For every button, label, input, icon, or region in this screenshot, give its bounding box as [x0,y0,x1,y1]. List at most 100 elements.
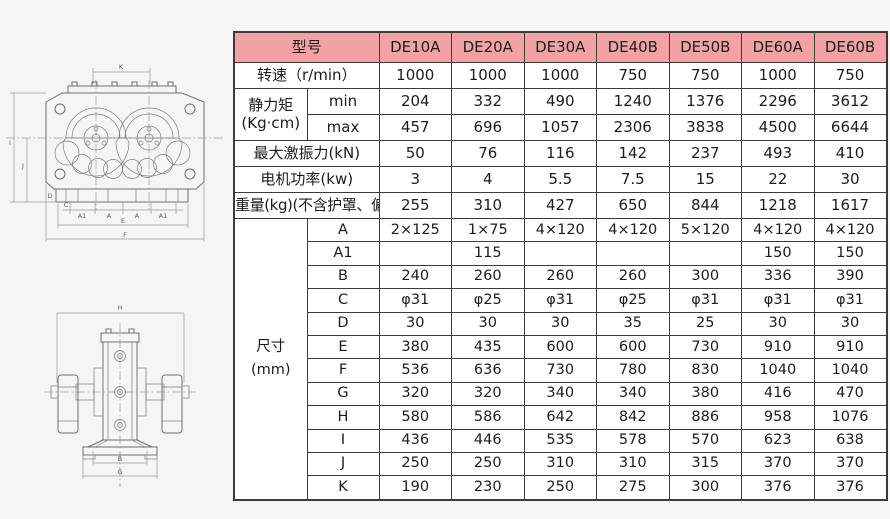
value-cell: 310 [523,451,598,477]
value-cell: 1000 [523,62,598,89]
value-cell: 4×120 [596,217,670,243]
dim-letter-cell: D [306,311,380,336]
value-cell: 2306 [596,114,670,141]
dimensions-label-line1: 尺寸 [256,339,286,356]
dim-row-k: K 190 230 250 275 300 376 376 [234,475,888,501]
value-cell: 275 [596,475,670,501]
value-cell: 6644 [813,114,888,141]
value-cell: 650 [596,192,670,219]
value-cell: 390 [813,264,888,290]
max-force-row: 最大激振力(kN) 50 76 116 142 237 493 410 [233,140,888,167]
value-cell: 150 [741,241,815,266]
dim-label-g: G [117,468,122,476]
value-cell: 230 [451,475,525,501]
value-cell: 1040 [741,358,815,383]
model-header-cell: DE40B [596,31,670,63]
static-moment-label-line2: (Kg·cm) [241,113,301,132]
value-cell: 535 [523,428,598,453]
dim-label-a1-right: A1 [159,212,168,220]
value-cell: 1000 [378,62,453,89]
value-cell: 25 [668,311,743,336]
value-cell: 370 [813,451,888,477]
model-header-cell: DE60B [813,31,888,63]
value-cell: 300 [668,475,743,501]
dim-letter-cell: G [306,381,380,407]
dim-row-f: F 536 636 730 780 830 1040 1040 [234,358,888,383]
value-cell: 446 [451,428,525,453]
spec-table: 型号 DE10A DE20A DE30A DE40B DE50B DE60A DE60B 转… [233,31,888,501]
value-cell: 3838 [668,114,743,141]
dim-label-b: B [118,455,122,463]
value-cell [596,241,670,266]
value-cell: 30 [813,311,888,336]
value-cell: 310 [596,451,670,477]
value-cell: 730 [668,334,743,360]
value-cell: 580 [378,405,453,430]
dim-letter-cell: E [306,334,380,360]
dim-label-f: F [123,231,127,239]
value-cell: 30 [741,311,815,336]
dim-letter-cell: B [306,264,380,290]
dim-row-e: E 380 435 600 600 730 910 910 [234,334,888,360]
value-cell: 30 [451,311,525,336]
value-cell: 116 [523,140,598,167]
value-cell: 578 [596,428,670,453]
dim-label-j: J [21,162,24,170]
dim-label-k: K [119,63,124,71]
value-cell: 1040 [813,358,888,383]
value-cell: 436 [378,428,453,453]
value-cell: 1057 [523,114,598,141]
value-cell: 600 [596,334,670,360]
value-cell: 844 [668,192,743,219]
value-cell: 842 [596,405,670,430]
value-cell: 570 [668,428,743,453]
value-cell: φ31 [378,288,453,313]
value-cell: 255 [378,192,453,219]
value-cell: 416 [741,381,815,407]
value-cell: 320 [451,381,525,407]
static-moment-label-cell: 静力矩 (Kg·cm) [233,88,308,141]
dim-label-i: I [9,139,11,147]
value-cell: 886 [668,405,743,430]
dim-label-c: C [64,201,69,209]
value-cell: 750 [596,62,670,89]
speed-label-cell: 转速（r/min） [233,62,380,89]
value-cell: 910 [813,334,888,360]
value-cell: 1218 [741,192,815,219]
dim-letter-cell: A1 [306,241,380,266]
dim-row-i: I 436 446 535 578 570 623 638 [234,428,888,453]
value-cell: 35 [596,311,670,336]
value-cell: 536 [378,358,453,383]
value-cell: 1×75 [451,217,525,243]
value-cell: φ25 [596,288,670,313]
dim-letter-cell: I [306,428,380,453]
value-cell: 470 [813,381,888,407]
dim-label-a-left: A [107,212,112,220]
value-cell: 332 [451,88,525,115]
value-cell: 750 [668,62,743,89]
value-cell: 457 [378,114,453,141]
value-cell: 636 [451,358,525,383]
value-cell: 250 [378,451,453,477]
value-cell: 30 [523,311,598,336]
dim-row-j: J 250 250 310 310 315 370 370 [234,451,888,477]
value-cell: 260 [451,264,525,290]
value-cell: 315 [668,451,743,477]
value-cell: 830 [668,358,743,383]
top-view-svg: K [6,63,224,242]
value-cell: 435 [451,334,525,360]
dim-label-d: D [47,192,52,200]
value-cell: φ31 [668,288,743,313]
value-cell: 340 [523,381,598,407]
value-cell: 410 [813,140,888,167]
value-cell: 638 [813,428,888,453]
value-cell: 142 [596,140,670,167]
static-moment-min-row: 静力矩 (Kg·cm) min 204 332 490 1240 1376 2296 361… [233,88,888,141]
dim-label-a-right: A [135,212,140,220]
value-cell: 150 [813,241,888,266]
value-cell: 336 [741,264,815,290]
value-cell: 376 [813,475,888,501]
value-cell: 958 [741,405,815,430]
value-cell: 190 [378,475,453,501]
